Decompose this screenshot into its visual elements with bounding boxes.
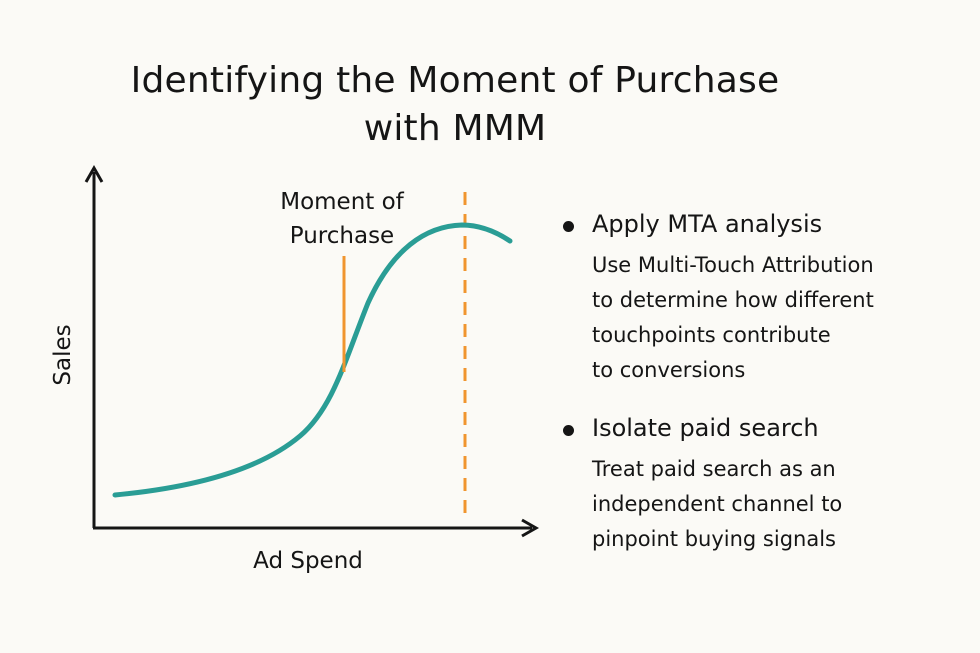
sales-response-curve	[112, 222, 513, 498]
bullet-text-line: Use Multi-Touch Attribution	[592, 253, 874, 277]
bullet-text-line: pinpoint buying signals	[592, 527, 836, 551]
bullet-dot	[563, 425, 574, 436]
y-axis-label: Sales	[50, 324, 76, 385]
x-axis-label: Ad Spend	[253, 548, 363, 574]
marker-label-line-2: Purchase	[290, 223, 394, 249]
bullet-text-line: Treat paid search as an	[592, 457, 836, 481]
bullet-item-mta: Apply MTA analysis Use Multi-Touch Attri…	[556, 206, 956, 388]
bullet-dot	[563, 221, 574, 232]
bullet-text-line: to conversions	[592, 358, 746, 382]
bullet-item-paid-search: Isolate paid search Treat paid search as…	[556, 410, 956, 557]
bullet-text-line: touchpoints contribute	[592, 323, 831, 347]
bullet-heading: Apply MTA analysis	[592, 210, 823, 238]
page-title-line-1: Identifying the Moment of Purchase	[130, 60, 780, 101]
bullet-list: Apply MTA analysis Use Multi-Touch Attri…	[556, 206, 956, 557]
x-axis-arrowhead	[521, 518, 540, 538]
y-axis-arrowhead	[84, 164, 104, 183]
bullet-heading: Isolate paid search	[592, 414, 819, 442]
marker-label-line-1: Moment of	[280, 189, 404, 215]
bullet-text-line: independent channel to	[592, 492, 843, 516]
bullet-text-line: to determine how different	[592, 288, 874, 312]
page-title-line-2: with MMM	[363, 108, 547, 149]
